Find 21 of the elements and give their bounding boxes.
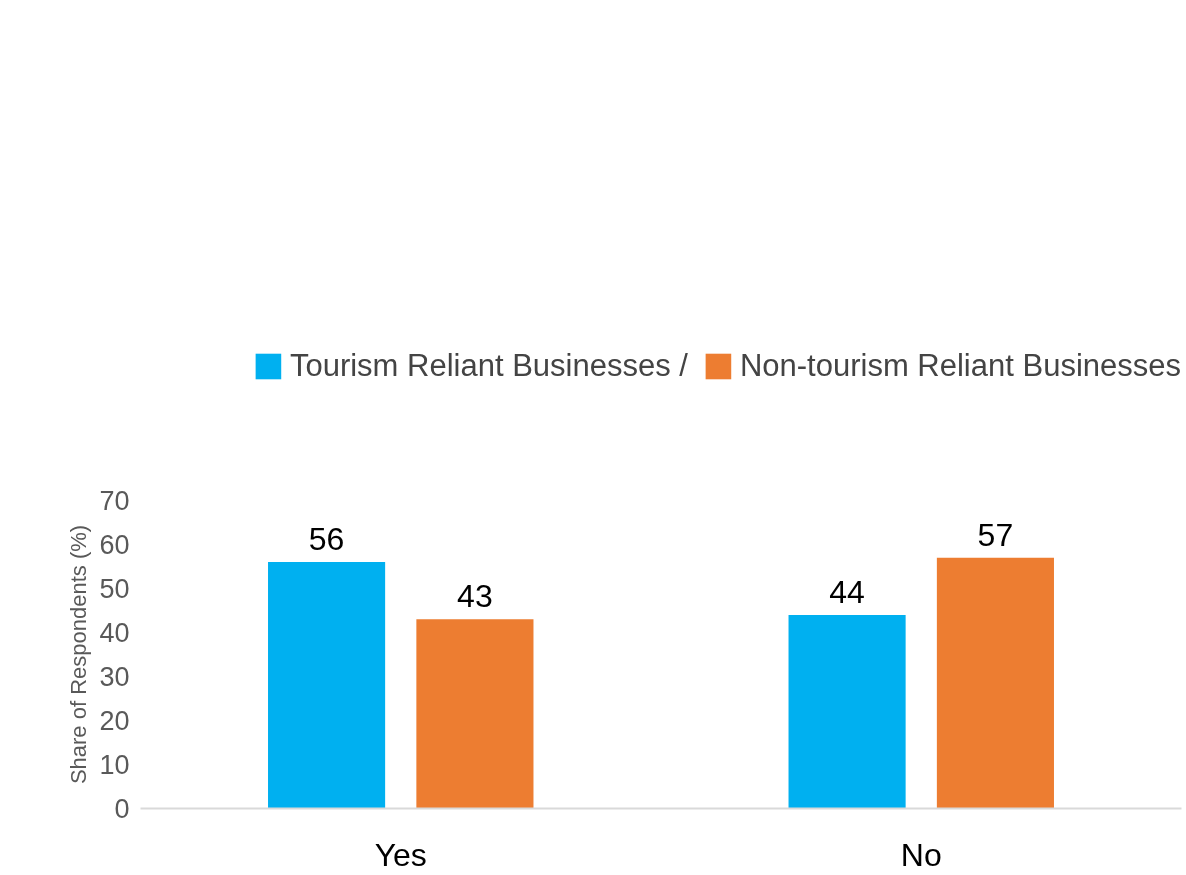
data-label: 57 bbox=[977, 516, 1014, 553]
bar bbox=[788, 614, 906, 809]
y-tick-label: 50 bbox=[99, 574, 130, 604]
bar bbox=[416, 619, 534, 809]
legend-label: Tourism Reliant Businesses / bbox=[289, 348, 688, 384]
y-tick-label: 70 bbox=[99, 486, 130, 516]
bar bbox=[268, 562, 386, 809]
data-label: 56 bbox=[308, 521, 345, 558]
y-tick-label: 40 bbox=[99, 618, 130, 648]
x-tick-label: No bbox=[900, 836, 942, 873]
y-tick-label: 20 bbox=[99, 706, 130, 736]
data-label: 44 bbox=[829, 573, 865, 610]
x-tick-label: Yes bbox=[374, 836, 427, 873]
y-tick-label: 30 bbox=[99, 662, 130, 692]
y-tick-label: 0 bbox=[114, 794, 130, 824]
y-tick-label: 60 bbox=[99, 530, 130, 560]
legend-label: Non-tourism Reliant Businesses bbox=[739, 348, 1181, 384]
y-tick-label: 10 bbox=[99, 750, 130, 780]
bar bbox=[936, 557, 1054, 809]
y-axis-title: Share of Respondents (%) bbox=[66, 524, 92, 785]
data-label: 43 bbox=[457, 578, 493, 615]
